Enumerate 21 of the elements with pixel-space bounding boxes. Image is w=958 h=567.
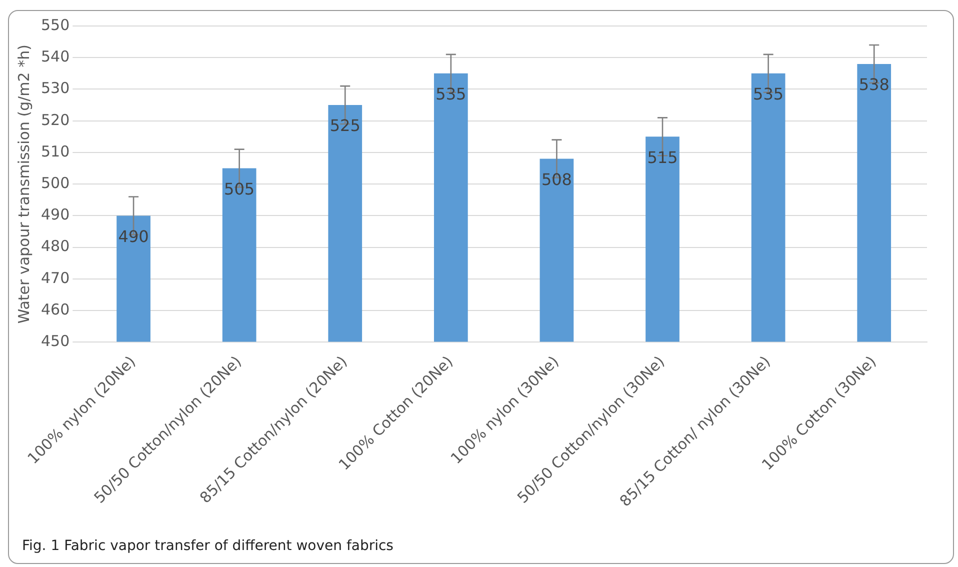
data-label: 525	[330, 116, 360, 136]
y-tick-label: 490	[40, 206, 70, 224]
caption: Fig. 1 Fabric vapor transfer of different woven fabrics	[22, 538, 394, 554]
data-label: 508	[541, 170, 572, 189]
y-tick-label: 450	[40, 332, 70, 350]
y-axis-title: Water vapour transmission (g/m2 *h)	[14, 44, 33, 324]
data-label: 490	[118, 226, 149, 246]
y-tick-label: 480	[40, 237, 70, 256]
y-tick-label: 460	[40, 300, 70, 318]
y-tick-label: 550	[40, 16, 70, 34]
data-label: 535	[436, 84, 466, 104]
data-label: 535	[753, 84, 784, 104]
y-tick-label: 510	[40, 142, 70, 160]
y-tick-label: 520	[40, 110, 70, 129]
data-label: 515	[647, 148, 678, 167]
y-tick-label: 500	[40, 174, 70, 192]
data-label: 505	[224, 179, 255, 198]
y-tick-label: 530	[40, 79, 70, 98]
y-tick-label: 470	[40, 268, 70, 287]
data-label: 538	[858, 75, 890, 94]
y-tick-label: 540	[40, 48, 70, 66]
